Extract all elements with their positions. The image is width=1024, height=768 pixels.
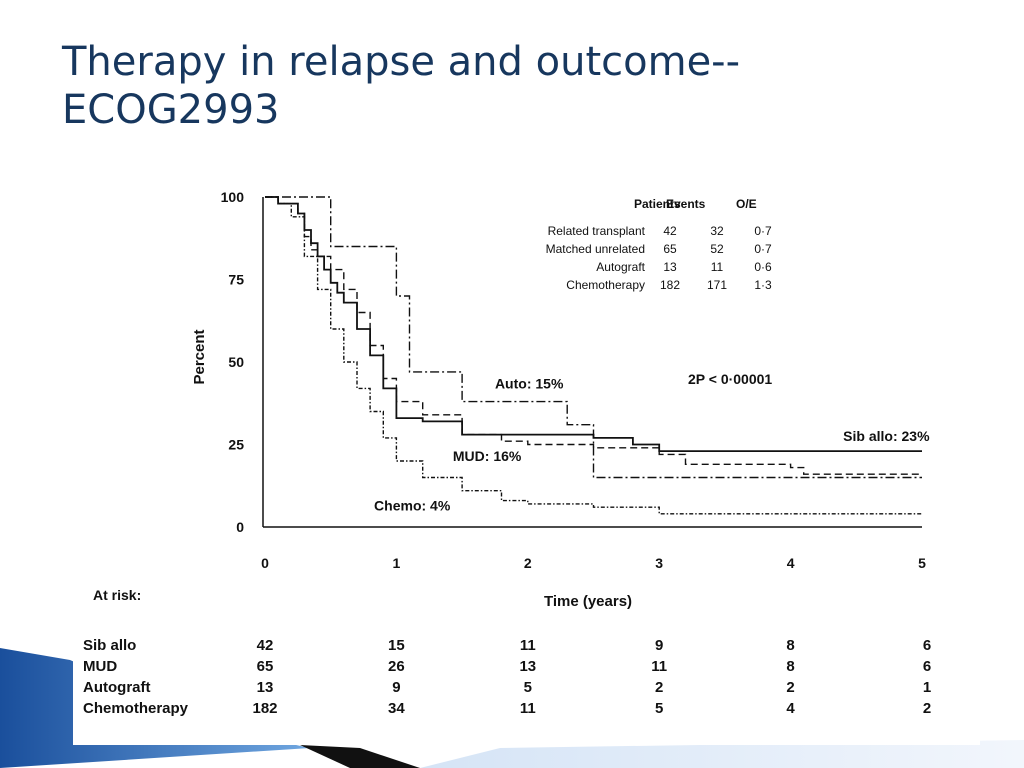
legend-row-events: 171 xyxy=(707,278,727,292)
at-risk-value: 182 xyxy=(252,700,277,717)
x-tick-label: 3 xyxy=(655,555,663,571)
at-risk-value: 13 xyxy=(257,679,274,696)
at-risk-value: 9 xyxy=(392,679,400,696)
at-risk-value: 2 xyxy=(923,700,931,717)
y-axis-label: Percent xyxy=(191,329,208,384)
slide-title-line2: ECOG2993 xyxy=(62,87,280,133)
x-axis-label: Time (years) xyxy=(544,593,632,610)
legend-row-patients: 65 xyxy=(663,242,677,256)
legend-header: Patients xyxy=(634,197,681,211)
legend-row-oe: 1·3 xyxy=(754,278,772,292)
y-tick-label: 100 xyxy=(221,189,245,205)
at-risk-value: 1 xyxy=(923,679,931,696)
at-risk-value: 8 xyxy=(786,637,794,654)
corner-swoosh-dark xyxy=(300,745,420,768)
series-line-3 xyxy=(265,196,922,515)
legend-row-patients: 182 xyxy=(660,278,680,292)
at-risk-value: 5 xyxy=(524,679,532,696)
at-risk-value: 9 xyxy=(655,637,663,654)
legend-row-label: Autograft xyxy=(596,260,645,274)
y-tick-label: 25 xyxy=(228,437,244,453)
slide-title-line1: Therapy in relapse and outcome-- xyxy=(62,39,741,85)
y-tick-label: 75 xyxy=(228,272,244,288)
legend-row-events: 52 xyxy=(710,242,724,256)
x-tick-label: 2 xyxy=(524,555,532,571)
legend-row-events: 32 xyxy=(710,224,724,238)
at-risk-value: 11 xyxy=(520,700,536,717)
at-risk-value: 34 xyxy=(388,700,405,717)
at-risk-row-label: Autograft xyxy=(83,679,151,696)
at-risk-value: 13 xyxy=(519,658,536,675)
at-risk-value: 11 xyxy=(520,637,536,654)
at-risk-value: 4 xyxy=(786,700,795,717)
p-value-label: 2P < 0·00001 xyxy=(688,371,772,387)
at-risk-value: 42 xyxy=(257,637,274,654)
series-line-2 xyxy=(265,196,922,479)
at-risk-value: 6 xyxy=(923,637,931,654)
corner-swoosh-pale xyxy=(420,740,1024,768)
curve-label: Auto: 15% xyxy=(495,375,564,391)
legend-row-label: Chemotherapy xyxy=(566,278,645,292)
at-risk-value: 8 xyxy=(786,658,794,675)
at-risk-row-label: Chemotherapy xyxy=(83,700,189,717)
at-risk-value: 11 xyxy=(651,658,667,675)
at-risk-value: 2 xyxy=(786,679,794,696)
legend-row-oe: 0·7 xyxy=(754,224,772,238)
legend-row-oe: 0·6 xyxy=(754,260,772,274)
x-tick-label: 4 xyxy=(787,555,795,571)
at-risk-value: 65 xyxy=(257,658,274,675)
legend-header: O/E xyxy=(736,197,757,211)
at-risk-row-label: Sib allo xyxy=(83,637,136,654)
legend-row-patients: 13 xyxy=(663,260,677,274)
legend-row-patients: 42 xyxy=(663,224,677,238)
x-tick-label: 5 xyxy=(918,555,926,571)
y-tick-label: 0 xyxy=(236,519,244,535)
x-tick-label: 0 xyxy=(261,555,269,571)
legend-row-oe: 0·7 xyxy=(754,242,772,256)
at-risk-value: 15 xyxy=(388,637,405,654)
at-risk-value: 5 xyxy=(655,700,663,717)
legend-row-label: Matched unrelated xyxy=(546,242,645,256)
at-risk-title: At risk: xyxy=(93,587,141,603)
legend-row-label: Related transplant xyxy=(548,224,646,238)
curve-label: Sib allo: 23% xyxy=(843,428,930,444)
at-risk-row-label: MUD xyxy=(83,658,117,675)
chart-labels: Sib allo: 23% MUD: 16% Auto: 15% Chemo: 4% 2… xyxy=(374,371,930,514)
figure-panel xyxy=(73,180,980,745)
legend-row-events: 11 xyxy=(711,260,724,274)
series-line-1 xyxy=(265,196,922,475)
at-risk-value: 2 xyxy=(655,679,663,696)
slide-title: Therapy in relapse and outcome-- ECOG299… xyxy=(62,38,962,134)
curve-label: Chemo: 4% xyxy=(374,498,451,514)
legend-header: Events xyxy=(666,197,706,211)
chart-curves xyxy=(265,196,922,515)
at-risk-value: 6 xyxy=(923,658,931,675)
curve-label: MUD: 16% xyxy=(453,448,522,464)
y-tick-label: 50 xyxy=(228,354,244,370)
chart-axes: 0 25 50 75 100 0 1 2 3 4 5 Time (years) Percent xyxy=(191,189,926,610)
at-risk-value: 26 xyxy=(388,658,405,675)
x-tick-label: 1 xyxy=(393,555,401,571)
